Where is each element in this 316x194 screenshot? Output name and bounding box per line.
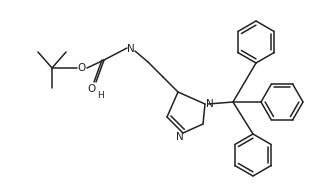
Text: O: O bbox=[78, 63, 86, 73]
Text: N: N bbox=[206, 99, 214, 109]
Text: O: O bbox=[87, 84, 95, 94]
Text: N: N bbox=[127, 44, 135, 54]
Text: H: H bbox=[98, 90, 104, 100]
Text: N: N bbox=[176, 132, 184, 142]
